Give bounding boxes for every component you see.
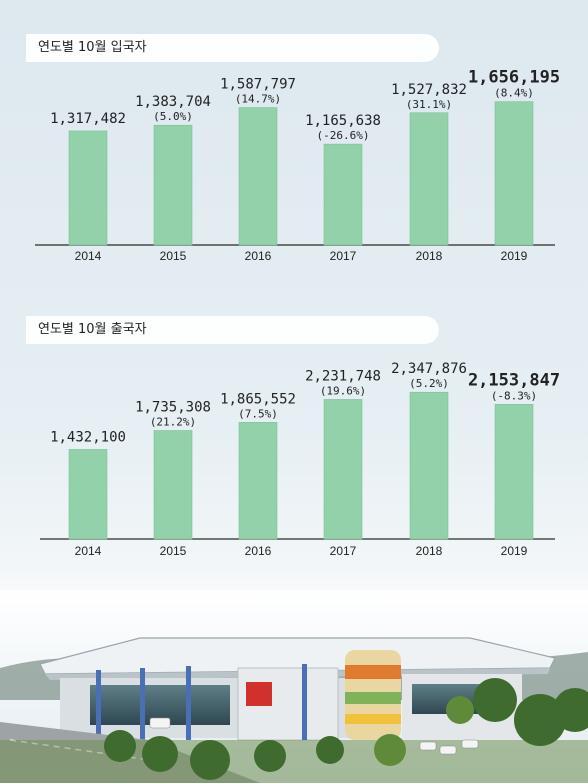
bar-2014: [68, 130, 108, 246]
value-label-2014: 1,317,482: [50, 111, 126, 127]
tick-label-2019: 2019: [501, 544, 528, 558]
change-label-2017: (19.6%): [320, 384, 366, 397]
chart2-title: 연도별 10월 출국자: [26, 316, 439, 344]
value-label-2018: 1,527,832: [391, 82, 467, 98]
bar-2016: [238, 422, 278, 540]
bar-2015: [153, 430, 193, 540]
tick-label-2019: 2019: [501, 249, 528, 263]
tick-label-2017: 2017: [330, 544, 357, 558]
bar-2016: [238, 107, 278, 246]
change-label-2018: (5.2%): [409, 377, 449, 390]
bar-2019: [494, 101, 534, 246]
value-label-2018: 2,347,876: [391, 361, 467, 377]
value-label-2017: 1,165,638: [305, 113, 381, 129]
value-label-2016: 1,865,552: [220, 391, 296, 407]
tick-label-2018: 2018: [416, 249, 443, 263]
chart1-title: 연도별 10월 입국자: [26, 34, 439, 62]
tick-label-2018: 2018: [416, 544, 443, 558]
tick-label-2016: 2016: [245, 249, 272, 263]
bar-2017: [323, 143, 363, 246]
change-label-2016: (14.7%): [235, 93, 281, 106]
value-label-2015: 1,383,704: [135, 94, 211, 110]
change-label-2016: (7.5%): [238, 407, 278, 420]
value-label-2014: 1,432,100: [50, 429, 126, 445]
change-label-2015: (21.2%): [150, 416, 196, 429]
arrivals-bar-chart: 1,317,482 2014 1,383,704(5.0%) 2015 1,587,79…: [35, 68, 560, 263]
bar-2018: [409, 112, 449, 246]
value-label-2015: 1,735,308: [135, 400, 211, 416]
change-label-2015: (5.0%): [153, 110, 193, 123]
bar-2015: [153, 124, 193, 246]
change-label-2018: (31.1%): [406, 98, 452, 111]
bar-2014: [68, 449, 108, 540]
change-label-2017: (-26.6%): [317, 129, 370, 142]
bar-2017: [323, 399, 363, 540]
tick-label-2014: 2014: [75, 544, 102, 558]
tick-label-2017: 2017: [330, 249, 357, 263]
value-label-2017: 2,231,748: [305, 368, 381, 384]
value-label-2016: 1,587,797: [220, 77, 296, 93]
terminal-photo: [0, 590, 588, 783]
tick-label-2016: 2016: [245, 544, 272, 558]
change-label-2019: (-8.3%): [491, 389, 537, 402]
bar-2019: [494, 404, 534, 540]
departures-bar-chart: 1,432,100 2014 1,735,308(21.2%) 2015 1,865,5…: [40, 361, 560, 558]
red-sign: [246, 682, 272, 706]
value-label-2019: 2,153,847: [468, 370, 560, 390]
change-label-2019: (8.4%): [494, 87, 534, 100]
tick-label-2014: 2014: [75, 249, 102, 263]
bar-2018: [409, 391, 449, 540]
tick-label-2015: 2015: [160, 249, 187, 263]
value-label-2019: 1,656,195: [468, 68, 560, 88]
tick-label-2015: 2015: [160, 544, 187, 558]
